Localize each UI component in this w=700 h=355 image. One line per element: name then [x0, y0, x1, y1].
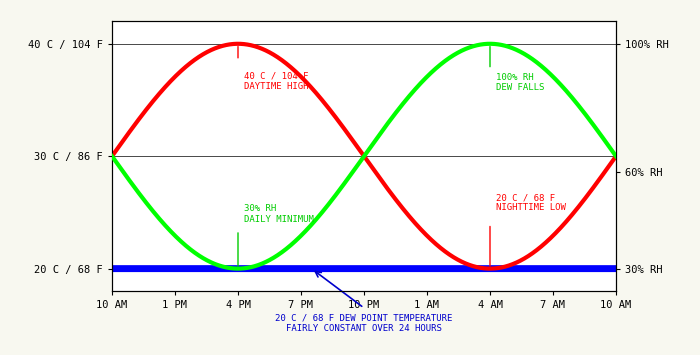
Text: 20 C / 68 F
NIGHTTIME LOW: 20 C / 68 F NIGHTTIME LOW: [496, 193, 566, 212]
Text: 20 C / 68 F DEW POINT TEMPERATURE
FAIRLY CONSTANT OVER 24 HOURS: 20 C / 68 F DEW POINT TEMPERATURE FAIRLY…: [275, 313, 453, 333]
Text: 30% RH
DAILY MINIMUM: 30% RH DAILY MINIMUM: [244, 204, 314, 224]
Text: 100% RH
DEW FALLS: 100% RH DEW FALLS: [496, 73, 545, 92]
Text: 40 C / 104 F
DAYTIME HIGH: 40 C / 104 F DAYTIME HIGH: [244, 72, 309, 91]
